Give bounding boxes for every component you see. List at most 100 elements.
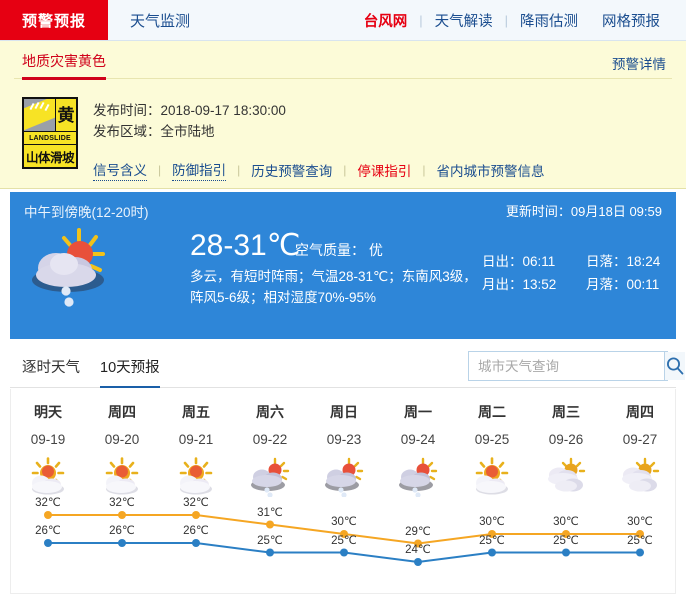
tab-hourly-weather[interactable]: 逐时天气 bbox=[22, 360, 80, 376]
alert-header: 地质灾害黄色 预警详情 bbox=[14, 47, 672, 80]
forecast-day-column[interactable]: 周二 09-25 bbox=[455, 389, 529, 497]
badge-top-row: 黄 bbox=[24, 99, 76, 131]
low-temp-label: 25℃ bbox=[257, 534, 283, 547]
forecast-date: 09-20 bbox=[104, 432, 140, 447]
high-temp-label: 29℃ bbox=[405, 525, 431, 538]
alert-link-province-cities[interactable]: 省内城市预警信息 bbox=[436, 163, 545, 179]
temperature-point bbox=[414, 558, 422, 566]
forecast-weather-icon bbox=[322, 456, 366, 497]
high-temp-label: 30℃ bbox=[479, 516, 505, 528]
forecast-weekday: 周一 bbox=[404, 404, 432, 420]
forecast-day-column[interactable]: 周五 09-21 bbox=[159, 389, 233, 497]
temperature-point bbox=[562, 548, 570, 557]
forecast-weekday: 周三 bbox=[552, 404, 580, 420]
alert-area-label: 发布区域： bbox=[93, 124, 161, 139]
alert-issue-time-label: 发布时间： bbox=[93, 103, 161, 118]
city-search-box bbox=[468, 351, 685, 381]
alert-link-divider-3: | bbox=[343, 163, 347, 177]
forecast-weekday: 周日 bbox=[330, 404, 358, 420]
low-temp-label: 25℃ bbox=[553, 534, 579, 547]
temperature-point bbox=[118, 539, 126, 547]
low-temp-label: 26℃ bbox=[183, 525, 209, 537]
nav-tab-alerts[interactable]: 预警预报 bbox=[0, 0, 108, 40]
sunset-label: 日落：18:24 bbox=[586, 254, 661, 269]
nav-separator-2: | bbox=[504, 12, 508, 28]
alert-link-class-suspension[interactable]: 停课指引 bbox=[357, 163, 412, 179]
alert-link-defense-guide[interactable]: 防御指引 bbox=[172, 159, 227, 181]
landslide-warning-badge: 黄 LANDSLIDE 山体滑坡 bbox=[22, 97, 78, 169]
low-temp-label: 26℃ bbox=[109, 525, 135, 537]
forecast-date: 09-19 bbox=[30, 432, 66, 447]
forecast-day-column[interactable]: 周一 09-24 bbox=[381, 389, 455, 497]
forecast-date: 09-25 bbox=[474, 432, 510, 447]
alert-meta-lines: 发布时间：2018-09-17 18:30:00 发布区域：全市陆地 bbox=[93, 100, 286, 142]
search-icon bbox=[667, 357, 684, 375]
sun-behind-cloud-icon bbox=[179, 456, 213, 494]
temperature-point bbox=[414, 539, 422, 548]
sunrise-sunset-row: 日出：06:11 日落：18:24 bbox=[482, 250, 672, 273]
low-temp-label: 26℃ bbox=[35, 525, 61, 537]
top-navigation-bar: 预警预报 天气监测 台风网 | 天气解读 | 降雨估测 网格预报 bbox=[0, 0, 686, 41]
tab-ten-day-forecast[interactable]: 10天预报 bbox=[100, 356, 160, 388]
cloud-with-rain-icon bbox=[251, 457, 290, 497]
nav-tab-monitoring[interactable]: 天气监测 bbox=[130, 12, 191, 30]
current-update-time: 更新时间：09月18日 09:59 bbox=[505, 204, 662, 219]
forecast-weather-icon bbox=[543, 456, 589, 497]
alert-area-value: 全市陆地 bbox=[160, 124, 215, 139]
forecast-weekday: 明天 bbox=[34, 404, 62, 420]
ten-day-forecast-panel: 明天 09-19 周四 09-20 bbox=[10, 389, 676, 594]
forecast-day-column[interactable]: 周四 09-27 bbox=[603, 389, 677, 497]
forecast-weekday: 周四 bbox=[108, 404, 136, 420]
alert-issue-time-value: 2018-09-17 18:30:00 bbox=[160, 103, 286, 118]
temperature-point bbox=[44, 511, 52, 519]
high-temp-label: 31℃ bbox=[257, 506, 283, 519]
temperature-point bbox=[562, 530, 570, 538]
temperature-point bbox=[488, 530, 496, 538]
nav-link-typhoon[interactable]: 台风网 bbox=[363, 13, 408, 30]
high-temp-label: 32℃ bbox=[35, 497, 61, 509]
forecast-day-column[interactable]: 明天 09-19 bbox=[11, 389, 85, 497]
temperature-point bbox=[340, 548, 348, 557]
sunrise-label: 日出：06:11 bbox=[482, 254, 556, 269]
alert-link-signal-meaning[interactable]: 信号含义 bbox=[93, 159, 147, 181]
forecast-weather-icon bbox=[100, 456, 144, 497]
forecast-date: 09-22 bbox=[252, 432, 288, 447]
temperature-point bbox=[192, 539, 200, 547]
alert-area-row: 发布区域：全市陆地 bbox=[93, 121, 286, 142]
sun-behind-cloud-icon bbox=[105, 456, 139, 494]
temperature-point bbox=[636, 548, 644, 557]
alert-detail-link[interactable]: 预警详情 bbox=[612, 57, 666, 72]
alert-link-divider-2: | bbox=[237, 163, 241, 177]
temperature-point bbox=[118, 511, 126, 519]
forecast-day-column[interactable]: 周三 09-26 bbox=[529, 389, 603, 497]
forecast-weather-icon bbox=[396, 456, 440, 497]
moonrise-moonset-row: 月出：13:52 月落：00:11 bbox=[482, 273, 672, 296]
high-temp-label: 30℃ bbox=[331, 516, 357, 528]
alert-link-history-query[interactable]: 历史预警查询 bbox=[251, 163, 333, 179]
forecast-weekday: 周六 bbox=[256, 404, 284, 420]
alert-title: 地质灾害黄色 bbox=[22, 53, 106, 69]
forecast-day-column[interactable]: 周四 09-20 bbox=[85, 389, 159, 497]
alert-title-underline bbox=[22, 77, 106, 80]
search-button[interactable] bbox=[664, 352, 685, 380]
low-temp-label: 25℃ bbox=[479, 534, 505, 547]
low-temp-label: 24℃ bbox=[405, 544, 431, 556]
air-quality-label: 空气质量： 优 bbox=[295, 242, 383, 258]
badge-english-label: LANDSLIDE bbox=[24, 131, 76, 145]
forecast-columns: 明天 09-19 周四 09-20 bbox=[11, 389, 677, 497]
badge-chinese-label: 山体滑坡 bbox=[25, 150, 75, 165]
nav-link-rain-estimate[interactable]: 降雨估测 bbox=[520, 13, 578, 30]
nav-link-weather-analysis[interactable]: 天气解读 bbox=[434, 13, 493, 30]
current-description: 多云，有短时阵雨；气温28-31℃；东南风3级，阵风5-6级；相对湿度70%-9… bbox=[190, 269, 477, 305]
nav-right-links: 台风网 | 天气解读 | 降雨估测 网格预报 bbox=[352, 0, 686, 40]
current-weather-panel: 中午到傍晚(12-20时) 更新时间：09月18日 09:59 bbox=[10, 192, 676, 339]
forecast-day-column[interactable]: 周六 09-22 bbox=[233, 389, 307, 497]
forecast-weather-icon bbox=[470, 456, 514, 497]
alert-link-divider-1: | bbox=[158, 163, 162, 177]
search-input[interactable] bbox=[469, 352, 664, 380]
nav-link-grid-forecast[interactable]: 网格预报 bbox=[602, 13, 660, 30]
temperature-point bbox=[192, 511, 200, 519]
alert-links-row: 信号含义 | 防御指引 | 历史预警查询 | 停课指引 | 省内城市预警信息 bbox=[93, 159, 545, 181]
forecast-day-column[interactable]: 周日 09-23 bbox=[307, 389, 381, 497]
